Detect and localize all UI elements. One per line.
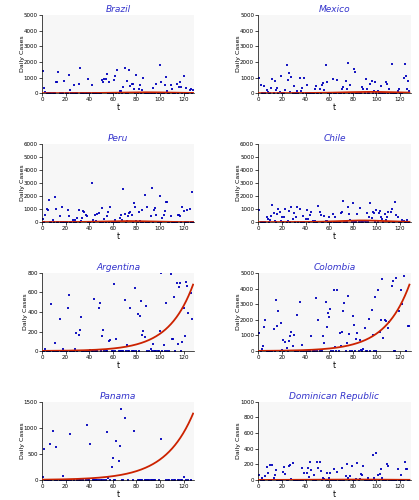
Title: Brazil: Brazil: [106, 5, 131, 14]
X-axis label: t: t: [333, 232, 336, 241]
Title: Colombia: Colombia: [313, 263, 356, 272]
Y-axis label: Daily Cases: Daily Cases: [236, 36, 241, 72]
X-axis label: t: t: [116, 103, 120, 112]
Y-axis label: Daily Cases: Daily Cases: [20, 422, 25, 459]
X-axis label: t: t: [333, 361, 336, 370]
X-axis label: t: t: [116, 232, 120, 241]
Title: Argentina: Argentina: [96, 263, 140, 272]
Y-axis label: Daily Cases: Daily Cases: [236, 164, 241, 202]
Y-axis label: Daily Cases: Daily Cases: [23, 294, 28, 331]
Y-axis label: Daily Cases: Daily Cases: [236, 422, 241, 459]
Title: Mexico: Mexico: [318, 5, 350, 14]
Title: Chile: Chile: [323, 134, 346, 143]
Title: Panama: Panama: [100, 392, 136, 401]
X-axis label: t: t: [333, 490, 336, 499]
Title: Peru: Peru: [108, 134, 128, 143]
Y-axis label: Daily Cases: Daily Cases: [236, 294, 241, 331]
X-axis label: t: t: [333, 103, 336, 112]
Y-axis label: Daily Cases: Daily Cases: [20, 164, 25, 202]
Y-axis label: Daily Cases: Daily Cases: [20, 36, 25, 72]
X-axis label: t: t: [116, 490, 120, 499]
X-axis label: t: t: [116, 361, 120, 370]
Title: Dominican Republic: Dominican Republic: [290, 392, 380, 401]
